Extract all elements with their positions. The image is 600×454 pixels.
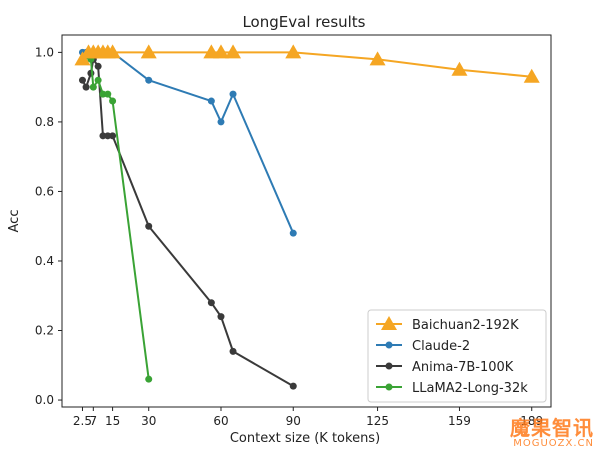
legend-entry: Claude-2 [376,339,470,354]
y-axis-label: Acc [7,210,22,233]
legend-label: LLaMA2-Long-32k [412,381,528,396]
legend: Baichuan2-192K Claude-2 Anima-7B-100K LLaMA… [367,309,547,403]
data-point [99,90,107,98]
data-point [225,44,242,59]
legend-swatch-marker [385,341,393,349]
x-axis: 2.57 15 30 60 90 125 159 189 [73,407,543,428]
data-point [229,347,237,355]
data-point [207,97,215,105]
data-point [109,132,117,140]
data-point [140,44,157,59]
data-point [145,222,153,230]
watermark: 魔果智讯 MOGUOZX.CN [510,418,594,450]
chart-title: LongEval results [242,13,365,31]
y-tick-label: 0.0 [35,393,54,407]
data-point [104,132,112,140]
data-point [109,97,117,105]
x-tick-label: 189 [520,414,543,428]
data-point [217,118,225,126]
data-point [94,62,102,70]
data-point [451,61,468,76]
x-tick-label: 90 [286,414,301,428]
legend-label: Anima-7B-100K [412,360,514,375]
legend-swatch-marker [385,383,393,391]
series-anima-7b-100k [78,55,297,390]
data-point [89,83,97,91]
data-point [104,90,112,98]
data-point [289,382,297,390]
plot-frame [61,34,552,408]
y-tick-label: 0.6 [35,184,54,198]
x-tick-label: 2.5 [73,414,92,428]
data-point [145,375,153,383]
x-tick-label: 159 [448,414,471,428]
watermark-main: 魔果智讯 [510,416,594,440]
plot-area [61,34,552,408]
x-tick-label: 7 [89,414,97,428]
data-point [145,76,153,84]
legend-swatch-marker [381,316,397,330]
y-tick-label: 0.2 [35,324,54,338]
x-tick-label: 125 [366,414,389,428]
data-point [207,299,215,307]
x-axis-label: Context size (K tokens) [230,431,380,446]
data-point [212,44,229,59]
watermark-sub: MOGUOZX.CN [513,438,594,449]
y-tick-label: 0.4 [35,254,54,268]
legend-label: Claude-2 [412,339,470,354]
x-tick-label: 15 [105,414,120,428]
series-baichuan2-192k [74,44,540,83]
legend-entry: LLaMA2-Long-32k [376,381,528,396]
y-tick-label: 0.8 [35,115,54,129]
data-point [94,76,102,84]
series-layer [74,44,540,390]
data-point [289,229,297,237]
legend-swatch-marker [385,362,393,370]
y-tick-label: 1.0 [35,45,54,59]
y-axis: 0.0 0.2 0.4 0.6 0.8 1.0 [35,45,62,407]
data-point [82,83,90,91]
legend-entry: Baichuan2-192K [376,316,519,333]
data-point [229,90,237,98]
data-point [78,76,86,84]
x-tick-label: 60 [213,414,228,428]
data-point [285,44,302,59]
legend-frame [367,309,547,403]
data-point [104,44,121,59]
data-point [99,132,107,140]
data-point [523,68,540,83]
legend-label: Baichuan2-192K [412,318,519,333]
data-point [217,313,225,321]
x-tick-label: 30 [141,414,156,428]
data-point [369,51,386,66]
legend-entry: Anima-7B-100K [376,360,514,375]
